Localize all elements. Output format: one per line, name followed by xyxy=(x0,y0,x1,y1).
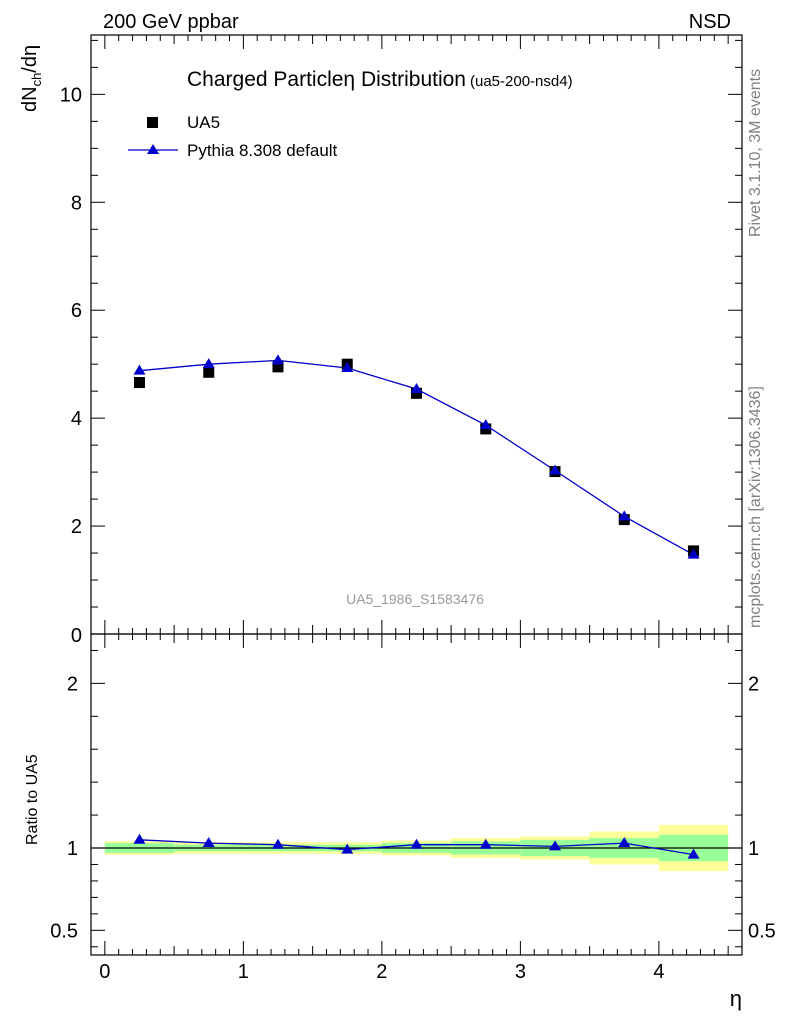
pythia-point xyxy=(479,419,492,430)
pythia-point xyxy=(133,364,146,375)
ratio-point xyxy=(202,837,215,848)
ratio-point xyxy=(549,840,562,851)
ratio-y-tick-label-left: 0.5 xyxy=(50,920,78,942)
x-tick-label: 3 xyxy=(515,961,526,983)
ratio-point xyxy=(479,838,492,849)
ua5-data-point xyxy=(203,366,215,378)
pythia-point xyxy=(271,354,284,365)
y-tick-label: 0 xyxy=(71,625,82,647)
y-tick-label: 6 xyxy=(71,300,82,322)
legend-marker-pythia xyxy=(147,144,159,154)
legend-label-ua5: UA5 xyxy=(187,113,220,132)
pythia-point xyxy=(341,361,354,372)
ratio-point xyxy=(133,833,146,844)
legend-marker-ua5 xyxy=(147,117,158,128)
energy-label: 200 GeV ppbar xyxy=(103,11,239,33)
ratio-y-tick-label-left: 2 xyxy=(67,673,78,695)
ratio-point xyxy=(410,838,423,849)
x-axis-label: η xyxy=(730,986,742,1011)
chart-title: Charged Particleη Distribution (ua5-200-n… xyxy=(187,68,573,91)
ratio-y-tick-label-right: 0.5 xyxy=(748,920,776,942)
x-tick-label: 2 xyxy=(376,961,387,983)
process-label: NSD xyxy=(689,11,731,33)
pythia-point xyxy=(410,383,423,394)
ratio-plot-frame xyxy=(90,633,743,956)
y-tick-label: 8 xyxy=(71,192,82,214)
x-tick-label: 0 xyxy=(99,961,110,983)
ua5-data-point xyxy=(411,387,422,399)
y-tick-label: 10 xyxy=(60,84,82,106)
ua5-data-point xyxy=(133,377,145,389)
ratio-point xyxy=(271,838,284,849)
pythia-point xyxy=(202,358,215,369)
ratio-y-tick-label-right: 2 xyxy=(748,673,759,695)
mcplots-reference-label: mcplots.cern.ch [arXiv:1306.3436] xyxy=(747,386,764,628)
pythia-point xyxy=(549,464,562,475)
x-tick-label: 4 xyxy=(653,961,664,983)
y-axis-label-ratio: Ratio to UA5 xyxy=(24,754,41,845)
ratio-point xyxy=(618,837,631,848)
x-tick-label: 1 xyxy=(238,961,249,983)
pythia-point xyxy=(687,548,700,559)
rivet-version-label: Rivet 3.1.10, 3M events xyxy=(747,69,764,237)
y-tick-label: 2 xyxy=(71,516,82,538)
y-axis-label-main: dNch/dη xyxy=(19,45,44,112)
ratio-point xyxy=(687,848,700,859)
ratio-y-tick-label-right: 1 xyxy=(748,838,759,860)
legend-label-pythia: Pythia 8.308 default xyxy=(187,141,338,160)
analysis-watermark: UA5_1986_S1583476 xyxy=(346,591,484,607)
ua5-data-point xyxy=(272,361,284,373)
pythia-point xyxy=(618,510,631,521)
ratio-point xyxy=(341,843,354,854)
y-tick-label: 4 xyxy=(71,408,82,430)
ratio-y-tick-label-left: 1 xyxy=(67,838,78,860)
